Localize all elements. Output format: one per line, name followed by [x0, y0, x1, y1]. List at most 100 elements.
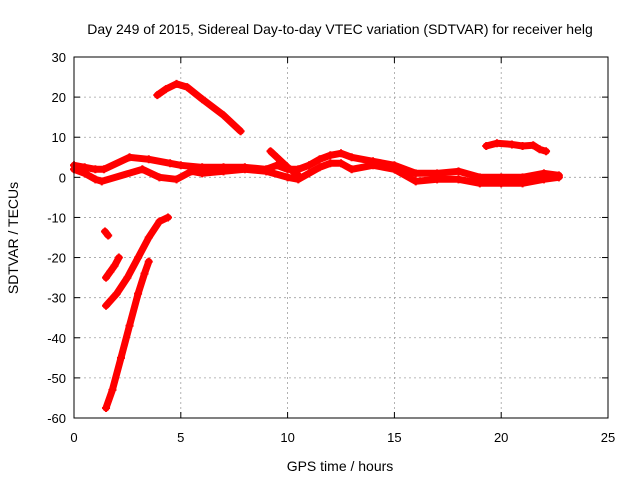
- data-point: [138, 165, 147, 174]
- series-dropout-2: [102, 254, 123, 282]
- x-tick-label: 15: [387, 430, 401, 445]
- data-point: [153, 91, 162, 100]
- data-point: [172, 79, 181, 88]
- data-point: [125, 321, 134, 330]
- series-main-band-lower: [70, 159, 563, 187]
- x-tick-label: 20: [494, 430, 508, 445]
- data-point: [272, 161, 281, 170]
- data-point: [155, 217, 164, 226]
- series-layer: [70, 79, 563, 412]
- x-tick-label: 5: [177, 430, 184, 445]
- y-tick-label: 20: [52, 90, 66, 105]
- data-point: [80, 169, 89, 178]
- data-point: [116, 353, 125, 362]
- data-point: [454, 167, 463, 176]
- data-point: [475, 179, 484, 188]
- data-point: [326, 159, 335, 168]
- data-point: [347, 153, 356, 162]
- series-morning-arc: [153, 80, 245, 135]
- data-point: [166, 159, 175, 168]
- data-point: [144, 155, 153, 164]
- y-tick-label: -50: [47, 371, 66, 386]
- data-point: [91, 165, 100, 174]
- data-point: [187, 167, 196, 176]
- data-point: [163, 213, 172, 222]
- data-point: [219, 111, 228, 120]
- data-point: [272, 153, 281, 162]
- data-point: [294, 171, 303, 180]
- data-point: [518, 142, 527, 151]
- data-point: [262, 167, 271, 176]
- data-point: [114, 253, 123, 262]
- data-point: [411, 177, 420, 186]
- data-point: [529, 141, 538, 150]
- data-point: [99, 165, 108, 174]
- y-tick-label: -60: [47, 411, 66, 426]
- chart-title: Day 249 of 2015, Sidereal Day-to-day VTE…: [87, 21, 593, 37]
- data-point: [535, 145, 544, 154]
- data-point: [554, 173, 563, 182]
- data-point: [134, 253, 143, 262]
- x-tick-label: 10: [280, 430, 294, 445]
- data-point: [283, 163, 292, 172]
- data-point: [104, 231, 113, 240]
- tick-layer: 0 5 10 15 20 25 -60 -50 -40 -30 -20 -10 0 10 20 30: [47, 50, 615, 445]
- data-point: [304, 169, 313, 178]
- data-point: [304, 161, 313, 170]
- y-tick-label: 30: [52, 50, 66, 65]
- data-point: [112, 289, 121, 298]
- data-point: [518, 179, 527, 188]
- plot-frame: [73, 56, 609, 419]
- data-point: [240, 165, 249, 174]
- x-tick-label: 0: [70, 430, 77, 445]
- data-point: [337, 149, 345, 158]
- data-point: [236, 127, 245, 136]
- data-point: [219, 167, 228, 176]
- data-point: [125, 153, 134, 162]
- series-midday-bump: [267, 147, 302, 179]
- data-point: [507, 140, 516, 149]
- data-point: [198, 169, 207, 178]
- data-point: [140, 269, 149, 278]
- y-axis-label: SDTVAR / TECUs: [5, 182, 21, 294]
- data-point: [144, 257, 153, 266]
- data-point: [347, 165, 356, 174]
- data-point: [102, 301, 111, 310]
- data-point: [155, 173, 164, 182]
- data-point: [390, 165, 399, 174]
- grid-layer: [74, 57, 608, 418]
- data-point: [91, 175, 100, 184]
- y-tick-label: -40: [47, 331, 66, 346]
- data-point: [433, 175, 442, 184]
- data-point: [176, 161, 185, 170]
- data-point: [369, 161, 378, 170]
- data-point: [492, 139, 501, 148]
- y-tick-label: 10: [52, 130, 66, 145]
- data-point: [172, 175, 181, 184]
- y-tick-label: 0: [59, 170, 66, 185]
- data-point: [106, 267, 115, 276]
- y-tick-label: -20: [47, 251, 66, 266]
- data-point: [198, 95, 207, 104]
- data-point: [108, 385, 117, 394]
- data-point: [97, 177, 106, 186]
- x-axis-label: GPS time / hours: [287, 458, 394, 474]
- data-point: [144, 233, 153, 242]
- data-point: [482, 142, 491, 151]
- y-tick-label: -30: [47, 291, 66, 306]
- x-tick-label: 25: [601, 430, 615, 445]
- data-point: [110, 261, 119, 270]
- data-point: [411, 169, 420, 178]
- y-tick-label: -10: [47, 210, 66, 225]
- data-point: [183, 83, 192, 92]
- data-point: [542, 147, 551, 156]
- data-point: [161, 85, 170, 94]
- data-point: [100, 227, 109, 236]
- data-point: [539, 175, 548, 184]
- data-point: [315, 163, 324, 172]
- data-point: [497, 179, 506, 188]
- data-point: [283, 173, 292, 182]
- data-point: [134, 289, 143, 298]
- data-point: [326, 151, 335, 160]
